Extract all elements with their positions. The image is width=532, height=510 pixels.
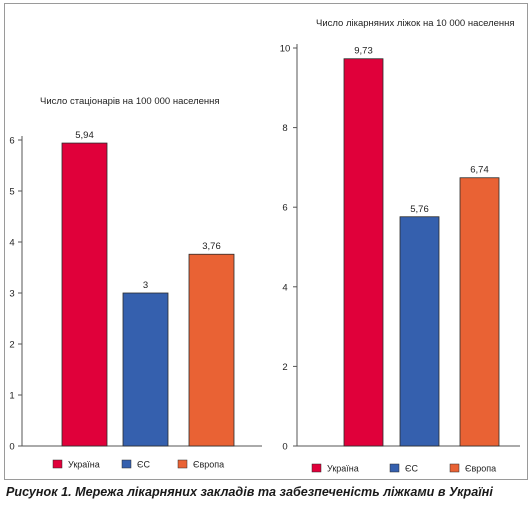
legend-swatch	[177, 459, 188, 469]
bar-2	[399, 216, 440, 447]
chart-2-title: Число лікарняних ліжок на 10 000 населен…	[316, 18, 515, 29]
y-tick-label: 0	[9, 442, 14, 453]
y-tick-label: 1	[9, 391, 14, 402]
y-tick-label: 4	[282, 282, 287, 293]
legend-label: Європа	[193, 460, 224, 470]
legend-label: ЄС	[405, 464, 418, 474]
bar-3	[188, 253, 235, 447]
legend-label: ЄС	[137, 460, 150, 470]
bar-value-label: 3	[143, 280, 148, 291]
legend-label: Україна	[68, 460, 100, 470]
bar-value-label: 5,94	[75, 130, 94, 141]
charts-canvas: Число стаціонарів на 100 000 населення 0…	[9, 18, 520, 474]
y-tick-label: 2	[9, 340, 14, 351]
bar-value-label: 9,73	[354, 46, 373, 57]
y-tick-label: 0	[282, 442, 287, 453]
legend-swatch	[389, 463, 400, 473]
chart-hospitals: Число стаціонарів на 100 000 населення 0…	[9, 96, 262, 470]
y-tick-label: 6	[9, 136, 14, 147]
y-tick-label: 2	[282, 362, 287, 373]
legend-swatch	[52, 459, 63, 469]
legend-label: Україна	[327, 464, 359, 474]
legend-label: Європа	[465, 464, 496, 474]
y-tick-label: 8	[282, 123, 287, 134]
bar-3	[459, 177, 500, 447]
y-tick-label: 10	[280, 44, 291, 55]
bar-value-label: 3,76	[202, 241, 221, 252]
chart-1-title: Число стаціонарів на 100 000 населення	[40, 96, 220, 107]
bar-value-label: 5,76	[410, 204, 429, 215]
legend-swatch	[121, 459, 132, 469]
bar-1	[343, 58, 384, 447]
legend-swatch	[311, 463, 322, 473]
y-tick-label: 4	[9, 238, 14, 249]
bar-1	[61, 142, 108, 447]
bar-2	[122, 292, 169, 447]
figure-caption: Рисунок 1. Мережа лікарняних закладів та…	[6, 485, 493, 499]
legend-swatch	[449, 463, 460, 473]
bar-value-label: 6,74	[470, 165, 489, 176]
chart-beds: Число лікарняних ліжок на 10 000 населен…	[280, 18, 520, 474]
y-tick-label: 5	[9, 187, 14, 198]
y-tick-label: 6	[282, 203, 287, 214]
y-tick-label: 3	[9, 289, 14, 300]
